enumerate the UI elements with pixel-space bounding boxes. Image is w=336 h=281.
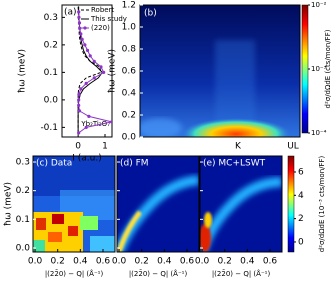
x-tick-label: 0.6 (263, 257, 278, 267)
heatmap-image (200, 156, 282, 252)
y-tick-label: -0.1 (40, 123, 58, 133)
data-point (99, 65, 103, 69)
y-tick-label: 1.0 (122, 23, 137, 33)
x-tick-label: 0.2 (218, 257, 232, 267)
x-tick-label: 0.0 (28, 257, 43, 267)
colorbar-label: d²σ/dΩdE (cts/mon/FF) (324, 29, 332, 108)
data-point (88, 54, 92, 58)
y-tick-label: 0.0 (122, 133, 137, 143)
colorbar (301, 4, 309, 134)
panel-label: (a) (64, 8, 77, 18)
data-point (77, 92, 81, 96)
x-tick-label: 0.2 (51, 257, 65, 267)
panel-label: (d) FM (120, 159, 149, 169)
colorbar-tick-label: 6 (298, 167, 304, 177)
data-point (92, 76, 96, 80)
heatmap-image (33, 156, 115, 252)
data-point (77, 21, 82, 25)
y-tick-label: 0.0 (16, 243, 31, 253)
heatmap-image (117, 156, 199, 252)
data-point (87, 114, 91, 118)
colorbar-tick-label: 10⁻³ (311, 65, 327, 73)
x-tick-label: 0.4 (240, 257, 255, 267)
data-point (84, 81, 88, 85)
data-point (79, 87, 83, 91)
legend-label: (220) (91, 24, 110, 32)
colorbar-tick-label: 0 (298, 237, 304, 247)
y-axis-label: ħω (meV) (4, 182, 14, 226)
x-tick-label: 0.6 (180, 257, 195, 267)
y-tick-label: 0.3 (44, 13, 58, 23)
data-point (85, 48, 90, 52)
data-point (79, 32, 83, 36)
y-tick-label: 0.3 (16, 158, 30, 168)
x-axis-label: |(22̄0) − Q| (Å⁻¹) (45, 269, 104, 278)
x-tick-label: 1 (102, 142, 108, 152)
x-axis-label: I (a.u.) (72, 154, 101, 164)
y-tick-label: 0.1 (44, 68, 58, 78)
legend-label: This study (90, 15, 127, 23)
data-point (78, 26, 82, 30)
axes-frame (116, 155, 200, 253)
y-tick-label: 0.0 (44, 95, 59, 105)
x-tick-label: 0.4 (73, 257, 88, 267)
data-point (77, 10, 81, 14)
y-tick-label: 0.2 (44, 40, 58, 50)
y-tick-label: 0.1 (16, 215, 30, 225)
data-point (84, 125, 88, 129)
y-axis-label: ħω (meV) (18, 49, 28, 93)
panel-label: (e) MC+LSWT (203, 159, 266, 169)
y-tick-label: 0.6 (122, 67, 137, 77)
data-point (80, 37, 84, 41)
data-point (77, 131, 81, 135)
legend-marker (83, 26, 87, 30)
data-point (110, 120, 112, 124)
colorbar-label: d²σ/dΩdE (10⁻³ cts/mon/FF) (318, 155, 326, 252)
data-point (102, 70, 106, 74)
y-tick-label: 0.8 (122, 45, 137, 55)
heatmap-image (140, 5, 300, 137)
y-tick-label: 0.2 (122, 111, 136, 121)
data-point (77, 98, 81, 102)
x-tick-label: 0.0 (195, 257, 210, 267)
colorbar-tick-label: 2 (298, 214, 304, 224)
plot-area (77, 6, 112, 135)
colorbar-tick-label: 10⁻⁴ (311, 129, 327, 137)
x-axis-label: |(22̄0) − Q| (Å⁻¹) (129, 269, 188, 278)
data-point (77, 15, 81, 19)
x-tick-label: 0.2 (135, 257, 149, 267)
x-axis-label: |(22̄0) − Q| (Å⁻¹) (212, 269, 271, 278)
colorbar-tick-label: 4 (298, 191, 304, 201)
colorbar (287, 155, 295, 253)
y-tick-label: 0.2 (16, 186, 30, 196)
data-point (77, 103, 81, 107)
axes-frame (32, 155, 116, 253)
panel-label: (b) (144, 9, 157, 19)
x-tick-label: 0.4 (157, 257, 172, 267)
x-tick-label: K (235, 142, 242, 152)
panel-label: (c) Data (36, 159, 72, 169)
y-axis-label: ħω (meV) (108, 49, 118, 93)
data-point (77, 109, 82, 113)
colorbar-tick-label: 10⁻² (311, 1, 327, 9)
legend-label: Robert (91, 6, 114, 14)
x-tick-label: 0.6 (96, 257, 111, 267)
x-tick-label: UL (287, 142, 299, 152)
axes-frame (199, 155, 283, 253)
x-tick-label: 0 (75, 142, 81, 152)
x-tick-label: 0.0 (112, 257, 127, 267)
annotation: Yb₂Ti₂O₇ (80, 120, 110, 128)
data-point (92, 59, 96, 63)
y-tick-label: 1.2 (122, 1, 136, 11)
data-point (83, 43, 87, 47)
y-tick-label: 0.4 (122, 89, 137, 99)
axes-frame (61, 4, 113, 138)
